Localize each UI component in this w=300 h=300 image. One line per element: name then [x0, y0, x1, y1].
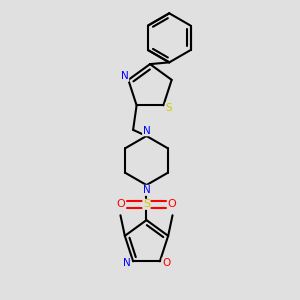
- Text: O: O: [116, 199, 125, 209]
- Text: O: O: [162, 258, 170, 268]
- Text: N: N: [142, 126, 150, 136]
- Text: S: S: [165, 103, 172, 113]
- Text: S: S: [143, 199, 150, 209]
- Text: N: N: [123, 258, 131, 268]
- Text: O: O: [168, 199, 176, 209]
- Text: N: N: [142, 185, 150, 195]
- Text: N: N: [121, 71, 129, 81]
